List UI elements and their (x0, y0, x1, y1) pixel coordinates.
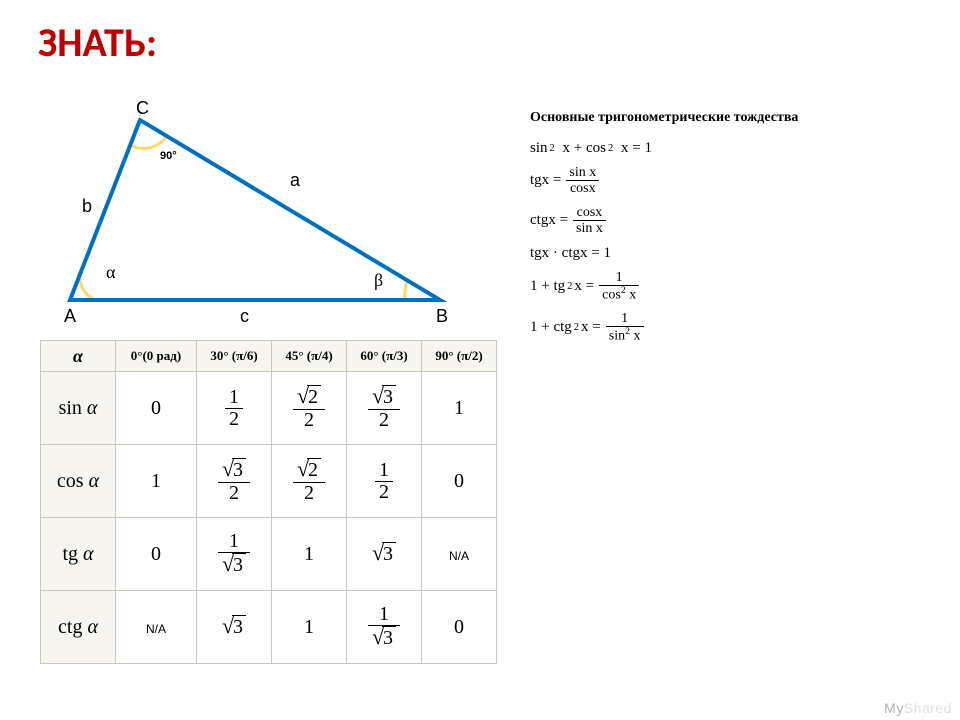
table-cell: 12 (197, 372, 272, 445)
identities-title: Основные тригонометрические тождества (530, 110, 930, 126)
table-row-label: sin α (41, 372, 116, 445)
table-cell: 0 (422, 591, 497, 664)
page-title: ЗНАТЬ: (38, 18, 157, 67)
table-cell: 1 (272, 518, 347, 591)
table-cell: 1 (116, 445, 197, 518)
watermark-shared: Shared (904, 700, 952, 716)
identity-3: ctgx = cosxsin x (530, 205, 930, 237)
angle-arc-beta (405, 280, 408, 300)
angle-alpha: α (106, 262, 115, 283)
vertex-c: C (136, 98, 149, 119)
triangle-diagram: C A B a b c α β 90° (60, 110, 460, 330)
identity-1: sin2 x + cos2 x = 1 (530, 140, 930, 157)
vertex-a: A (64, 306, 76, 327)
table-cell: N/A (422, 518, 497, 591)
table-header: 60° (π/3) (347, 341, 422, 372)
angle-right: 90° (160, 150, 177, 162)
table-row-label: tg α (41, 518, 116, 591)
identities-block: Основные тригонометрические тождества si… (530, 110, 930, 352)
identity-5: 1 + tg2x = 1cos2 x (530, 270, 930, 303)
table-header: 45° (π/4) (272, 341, 347, 372)
side-a: a (290, 170, 300, 191)
trig-table: α0°(0 рад)30° (π/6)45° (π/4)60° (π/3)90°… (40, 340, 497, 664)
table-cell: 1√3 (347, 591, 422, 664)
table-cell: √32 (197, 445, 272, 518)
table-row: cos α1√32√22120 (41, 445, 497, 518)
table-cell: 0 (422, 445, 497, 518)
table-header: 0°(0 рад) (116, 341, 197, 372)
table-cell: √22 (272, 372, 347, 445)
angle-beta: β (374, 270, 383, 291)
identity-2: tgx = sin xcosx (530, 165, 930, 197)
table-header: α (41, 341, 116, 372)
angle-arc-alpha (80, 275, 95, 300)
table-cell: 1√3 (197, 518, 272, 591)
watermark: MyShared (884, 700, 952, 716)
table-row: tg α01√31√3N/A (41, 518, 497, 591)
table-cell: √3 (347, 518, 422, 591)
triangle-svg (60, 110, 460, 330)
table-cell: 1 (422, 372, 497, 445)
table-header: 30° (π/6) (197, 341, 272, 372)
table-cell: 1 (272, 591, 347, 664)
table-row: ctg αN/A√311√30 (41, 591, 497, 664)
side-b: b (82, 196, 92, 217)
table-cell: 12 (347, 445, 422, 518)
identity-6: 1 + ctg2x = 1sin2 x (530, 311, 930, 344)
table-cell: N/A (116, 591, 197, 664)
angle-arc-right (130, 137, 166, 148)
table-row: sin α012√22√321 (41, 372, 497, 445)
table-row-label: ctg α (41, 591, 116, 664)
watermark-my: My (884, 700, 904, 716)
table-cell: √22 (272, 445, 347, 518)
table-row-label: cos α (41, 445, 116, 518)
triangle-shape (70, 120, 440, 300)
identity-4: tgx · ctgx = 1 (530, 245, 930, 262)
side-c: c (240, 306, 249, 327)
vertex-b: B (436, 306, 448, 327)
table-cell: 0 (116, 372, 197, 445)
table-cell: √3 (197, 591, 272, 664)
table-cell: 0 (116, 518, 197, 591)
table-header: 90° (π/2) (422, 341, 497, 372)
table-cell: √32 (347, 372, 422, 445)
